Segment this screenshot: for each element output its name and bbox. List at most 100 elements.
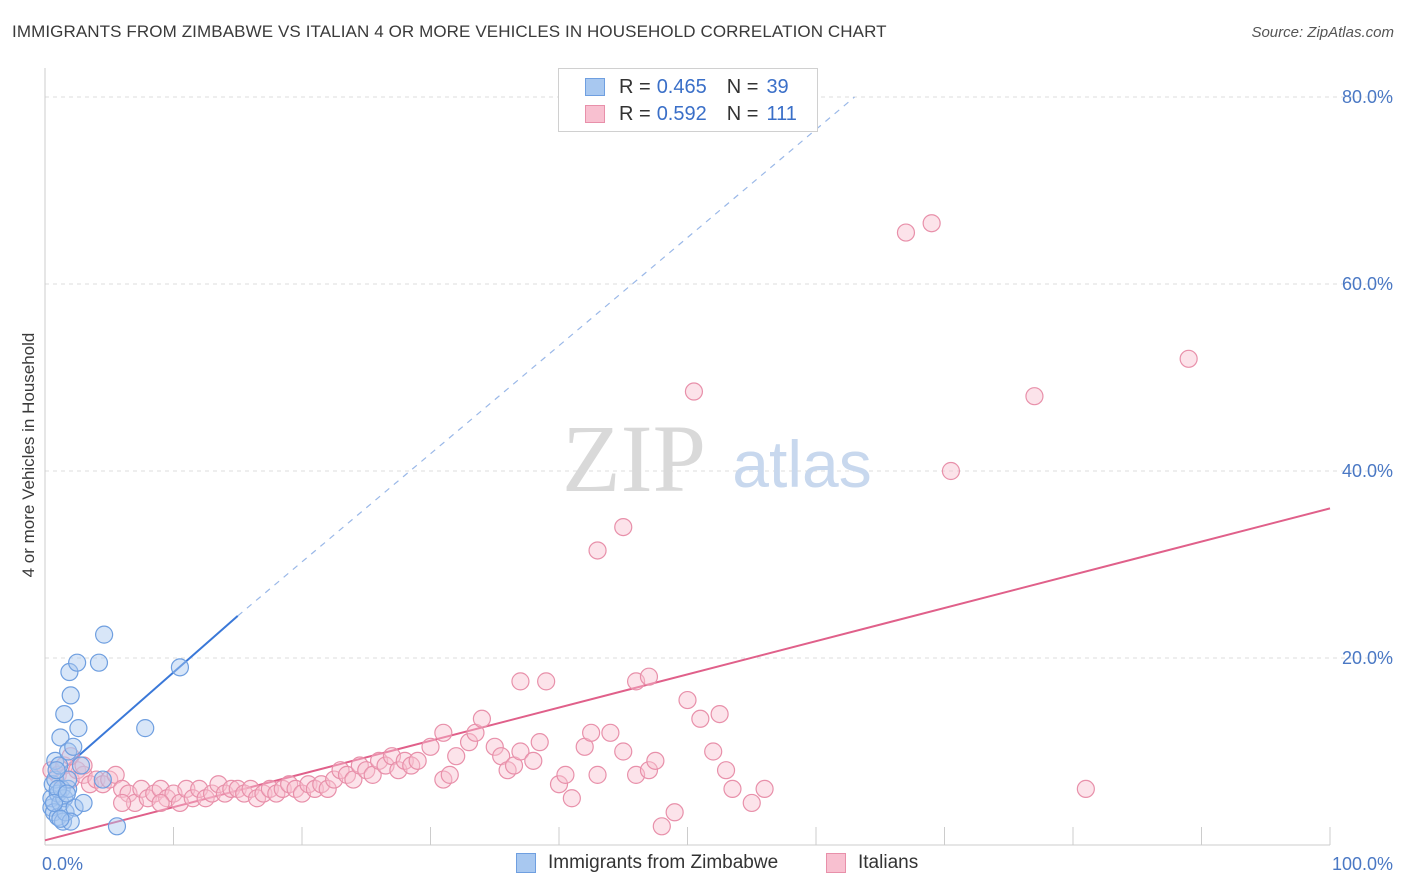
italians-point: [434, 723, 453, 742]
zimbabwe-point: [61, 812, 80, 831]
italians-point: [183, 789, 202, 808]
italians-point: [202, 784, 222, 803]
y-tick-label: 20.0%: [1342, 648, 1393, 668]
chart-title: IMMIGRANTS FROM ZIMBABWE VS ITALIAN 4 OR…: [12, 22, 887, 41]
italians-point: [556, 765, 575, 784]
italians-point: [652, 817, 671, 836]
watermark-atlas: atlas: [732, 427, 871, 501]
legend-row-italians: R = 0.592 N = 111: [585, 102, 797, 126]
italians-point: [530, 733, 549, 752]
legend-swatch-zimbabwe: [585, 78, 605, 96]
italians-point: [1076, 779, 1095, 799]
italians-point: [614, 742, 633, 761]
zimbabwe-point: [89, 653, 109, 672]
legend-n-value: 111: [766, 102, 797, 125]
legend-n-label: N =: [726, 75, 759, 98]
italians-point: [684, 382, 704, 401]
italians-point: [151, 793, 170, 813]
italians-point: [421, 737, 440, 756]
stats-legend: R = 0.465 N = 39 R = 0.592 N = 111: [558, 68, 818, 132]
zimbabwe-point: [44, 793, 64, 813]
legend-swatch-italians: [585, 105, 605, 123]
watermark-zip: ZIP: [562, 405, 706, 512]
zimbabwe-trend-extension: [237, 96, 855, 617]
zimbabwe-point: [64, 737, 83, 756]
grid-lines: [45, 96, 1392, 659]
legend-r-value: 0.465: [656, 75, 707, 98]
italians-point: [588, 541, 607, 560]
zimbabwe-point: [71, 756, 91, 775]
italians-trend-line: [44, 507, 1331, 842]
zimbabwe-trend-line: [50, 615, 239, 781]
legend-item-zimbabwe[interactable]: Immigrants from Zimbabwe: [516, 852, 778, 874]
y-axis-label: 4 or more Vehicles in Household: [19, 333, 38, 578]
zimbabwe-point: [68, 653, 87, 672]
italians-point: [678, 690, 697, 710]
zimbabwe-point: [170, 658, 190, 677]
legend-swatch-italians: [826, 853, 846, 873]
zimbabwe-point: [60, 662, 79, 682]
zimbabwe-point: [74, 793, 93, 813]
italians-point: [511, 742, 530, 761]
series-legend: Immigrants from Zimbabwe Italians: [0, 852, 1406, 878]
italians-point: [549, 775, 569, 794]
zimbabwe-point: [47, 761, 66, 780]
italians-point: [318, 779, 337, 799]
zimbabwe-point: [65, 798, 84, 817]
legend-swatch-zimbabwe: [516, 853, 536, 873]
italians-point: [704, 742, 723, 761]
axes: [44, 68, 1331, 846]
legend-label-zimbabwe: Immigrants from Zimbabwe: [548, 852, 779, 873]
zimbabwe-point: [136, 719, 155, 738]
y-tick-label: 40.0%: [1342, 461, 1393, 481]
zimbabwe-point: [93, 770, 112, 789]
zimbabwe-point: [95, 625, 114, 644]
italians-point: [485, 737, 504, 756]
x-tick-label: 0.0%: [42, 854, 83, 874]
legend-item-italians[interactable]: Italians: [826, 852, 918, 874]
legend-r-label: R =: [619, 102, 651, 125]
italians-point: [941, 461, 961, 481]
italians-point: [755, 779, 774, 799]
italians-point: [614, 517, 633, 537]
italians-point: [646, 751, 665, 770]
italians-point: [177, 779, 196, 799]
italians-point: [710, 704, 729, 724]
italians-point: [723, 779, 742, 799]
source-label: Source: ZipAtlas.com: [1251, 24, 1394, 41]
italians-point: [922, 214, 941, 233]
italians-point: [112, 793, 132, 813]
zimbabwe-point: [51, 728, 70, 747]
italians-point: [601, 723, 620, 742]
italians-point: [1179, 349, 1198, 368]
watermark: ZIP atlas: [562, 405, 872, 512]
italians-point: [582, 723, 601, 742]
italians-point: [896, 223, 916, 242]
italians-point: [716, 761, 736, 780]
italians-point: [1025, 387, 1044, 406]
italians-point: [447, 747, 466, 766]
data-points: [42, 214, 1198, 836]
zimbabwe-point: [48, 779, 67, 799]
legend-n-value: 39: [766, 75, 789, 98]
y-tick-label: 60.0%: [1342, 274, 1393, 294]
legend-label-italians: Italians: [858, 852, 919, 873]
legend-n-label: N =: [726, 102, 759, 125]
italians-point: [537, 672, 556, 691]
tick-labels: 20.0% 40.0% 60.0% 80.0% 0.0% 100.0%: [42, 87, 1393, 874]
italians-point: [511, 672, 530, 691]
italians-point: [691, 709, 710, 728]
italians-point: [524, 751, 543, 770]
legend-row-zimbabwe: R = 0.465 N = 39: [585, 75, 789, 99]
italians-point: [742, 793, 761, 813]
trend-lines: [44, 96, 1331, 842]
legend-r-label: R =: [619, 75, 651, 98]
zimbabwe-point: [51, 809, 70, 828]
italians-point: [665, 803, 684, 822]
italians-point: [639, 761, 659, 780]
zimbabwe-point: [107, 817, 127, 836]
zimbabwe-point: [57, 784, 76, 803]
x-tick-label: 100.0%: [1332, 854, 1393, 874]
y-tick-label: 80.0%: [1342, 87, 1393, 107]
